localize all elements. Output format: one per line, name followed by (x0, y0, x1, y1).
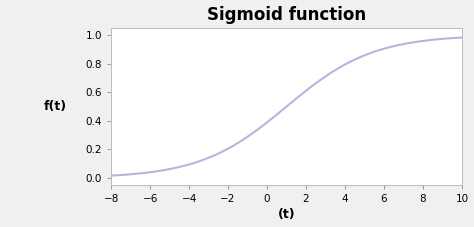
Y-axis label: f(t): f(t) (44, 100, 67, 113)
Title: Sigmoid function: Sigmoid function (207, 5, 366, 24)
X-axis label: (t): (t) (278, 208, 295, 222)
